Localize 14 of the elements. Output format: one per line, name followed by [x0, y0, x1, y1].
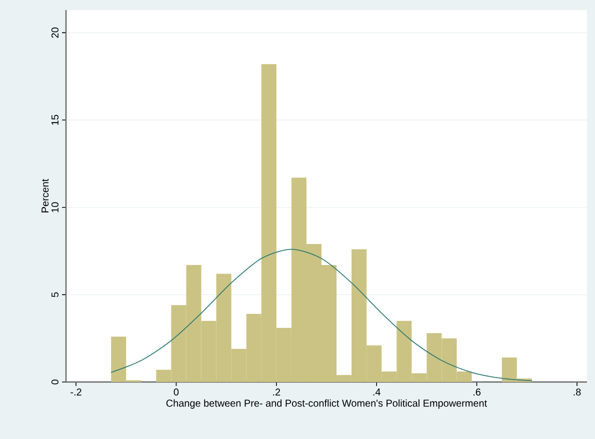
- y-tick-label: 5: [52, 292, 58, 298]
- y-tick-label: 20: [51, 28, 58, 38]
- y-tick-label: 10: [51, 202, 58, 212]
- x-tick-label: -.2: [70, 388, 82, 396]
- x-tick-label: 0: [174, 388, 179, 396]
- x-axis-title: Change between Pre- and Post-conflict Women's Political Empowerment: [166, 399, 487, 409]
- x-tick-label: .6: [474, 388, 481, 396]
- y-axis-title: Percent: [42, 178, 49, 212]
- y-tick-label: 15: [52, 114, 58, 125]
- x-tick-label: .2: [273, 388, 280, 396]
- line-series: [110, 248, 532, 382]
- y-tick-label: 0: [51, 380, 58, 384]
- x-tick-label: .8: [574, 388, 581, 396]
- x-tick-label: .4: [373, 388, 380, 396]
